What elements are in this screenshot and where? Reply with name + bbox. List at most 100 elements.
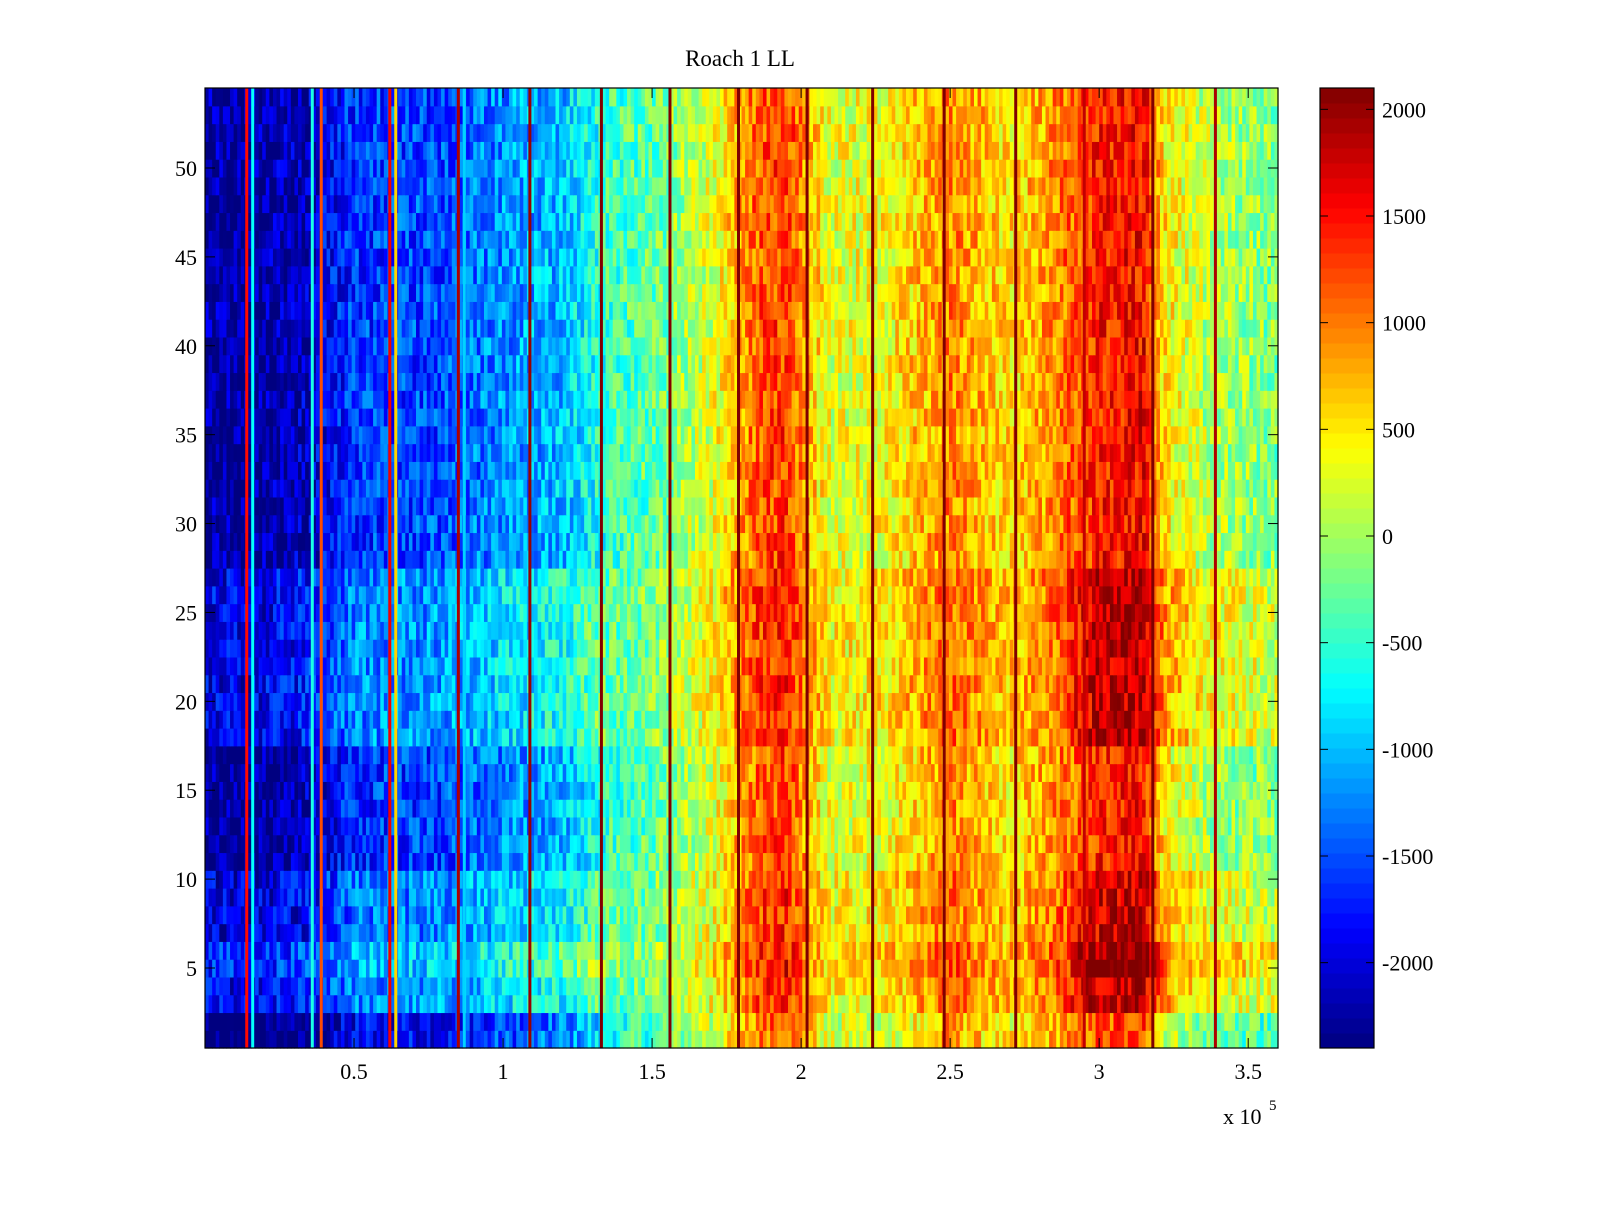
- heatmap-cell: [619, 1030, 625, 1049]
- heatmap-cell: [777, 745, 782, 765]
- heatmap-cell: [813, 941, 818, 960]
- heatmap-cell: [491, 799, 496, 818]
- heatmap-cell: [927, 870, 932, 889]
- heatmap-cell: [641, 816, 646, 836]
- heatmap-cell: [265, 994, 270, 1014]
- heatmap-cell: [637, 994, 642, 1014]
- heatmap-cell: [966, 781, 972, 800]
- heatmap-cell: [1074, 923, 1079, 942]
- heatmap-cell: [473, 852, 478, 871]
- heatmap-cell: [555, 994, 560, 1014]
- heatmap-cell: [383, 816, 389, 836]
- heatmap-cell: [551, 959, 557, 978]
- heatmap-cell: [637, 763, 642, 782]
- heatmap-cell: [1138, 799, 1143, 818]
- heatmap-cell: [687, 799, 693, 818]
- heatmap-cell: [1263, 959, 1268, 978]
- heatmap-cell: [1142, 1030, 1147, 1049]
- heatmap-cell: [1199, 781, 1204, 800]
- heatmap-cell: [222, 816, 228, 836]
- heatmap-cell: [408, 852, 414, 871]
- heatmap-cell: [1095, 1012, 1100, 1031]
- heatmap-cell: [963, 905, 968, 925]
- heatmap-cell: [237, 994, 242, 1014]
- heatmap-cell: [755, 799, 760, 818]
- heatmap-cell: [784, 1030, 789, 1049]
- heatmap-cell: [1256, 1012, 1261, 1031]
- heatmap-cell: [566, 959, 571, 978]
- heatmap-cell: [999, 994, 1004, 1014]
- heatmap-cell: [827, 745, 832, 765]
- heatmap-cell: [444, 905, 449, 925]
- heatmap-cell: [1045, 852, 1050, 871]
- heatmap-cell: [834, 852, 839, 871]
- heatmap-cell: [419, 888, 424, 907]
- heatmap-cell: [1052, 816, 1057, 836]
- heatmap-cell: [283, 888, 288, 907]
- heatmap-cell: [866, 816, 871, 836]
- heatmap-cell: [1092, 852, 1097, 871]
- heatmap-cell: [498, 941, 503, 960]
- heatmap-cell: [802, 941, 807, 960]
- heatmap-cell: [745, 799, 750, 818]
- heatmap-cell: [412, 941, 417, 960]
- heatmap-cell: [1206, 781, 1211, 800]
- heatmap-cell: [916, 816, 921, 836]
- heatmap-cell: [219, 941, 224, 960]
- heatmap-cell: [952, 976, 957, 996]
- heatmap-cell: [412, 816, 417, 836]
- heatmap-cell: [1170, 976, 1175, 996]
- heatmap-cell: [762, 923, 768, 942]
- heatmap-cell: [648, 959, 653, 978]
- heatmap-cell: [938, 959, 943, 978]
- heatmap-cell: [834, 994, 839, 1014]
- heatmap-cell: [591, 923, 596, 942]
- heatmap-cell: [301, 923, 306, 942]
- heatmap-cell: [1009, 870, 1014, 889]
- heatmap-cell: [1038, 941, 1043, 960]
- heatmap-cell: [641, 799, 646, 818]
- heatmap-cell: [573, 888, 578, 907]
- heatmap-cell: [448, 870, 453, 889]
- heatmap-cell: [741, 852, 746, 871]
- heatmap-cell: [483, 781, 489, 800]
- heatmap-cell: [988, 923, 993, 942]
- heatmap-cell: [219, 852, 224, 871]
- heatmap-cell: [981, 994, 986, 1014]
- heatmap-cell: [755, 941, 760, 960]
- heatmap-cell: [898, 888, 904, 907]
- heatmap-cell: [544, 923, 549, 942]
- heatmap-cell: [222, 745, 228, 765]
- heatmap-cell: [652, 905, 657, 925]
- heatmap-cell: [752, 888, 757, 907]
- heatmap-cell: [777, 923, 782, 942]
- heatmap-cell: [931, 816, 936, 836]
- heatmap-cell: [433, 959, 439, 978]
- heatmap-cell: [1099, 976, 1104, 996]
- heatmap-cell: [272, 994, 278, 1014]
- heatmap-cell: [988, 976, 993, 996]
- heatmap-cell: [1127, 905, 1132, 925]
- heatmap-cell: [262, 976, 267, 996]
- heatmap-cell: [923, 870, 929, 889]
- heatmap-cell: [537, 923, 542, 942]
- heatmap-cell: [1192, 799, 1197, 818]
- heatmap-cell: [1224, 816, 1229, 836]
- heatmap-cell: [1152, 852, 1157, 871]
- heatmap-cell: [902, 959, 907, 978]
- heatmap-cell: [855, 781, 861, 800]
- heatmap-cell: [1267, 888, 1272, 907]
- heatmap-cell: [623, 923, 628, 942]
- heatmap-cell: [269, 781, 274, 800]
- heatmap-cell: [222, 763, 228, 782]
- heatmap-cell: [262, 870, 267, 889]
- heatmap-cell: [766, 745, 771, 765]
- heatmap-cell: [1245, 888, 1250, 907]
- heatmap-cell: [1195, 905, 1200, 925]
- heatmap-cell: [1231, 923, 1236, 942]
- heatmap-cell: [416, 870, 421, 889]
- heatmap-cell: [698, 976, 703, 996]
- heatmap-cell: [1045, 994, 1050, 1014]
- heatmap-cell: [1252, 1030, 1258, 1049]
- heatmap-cell: [1066, 994, 1072, 1014]
